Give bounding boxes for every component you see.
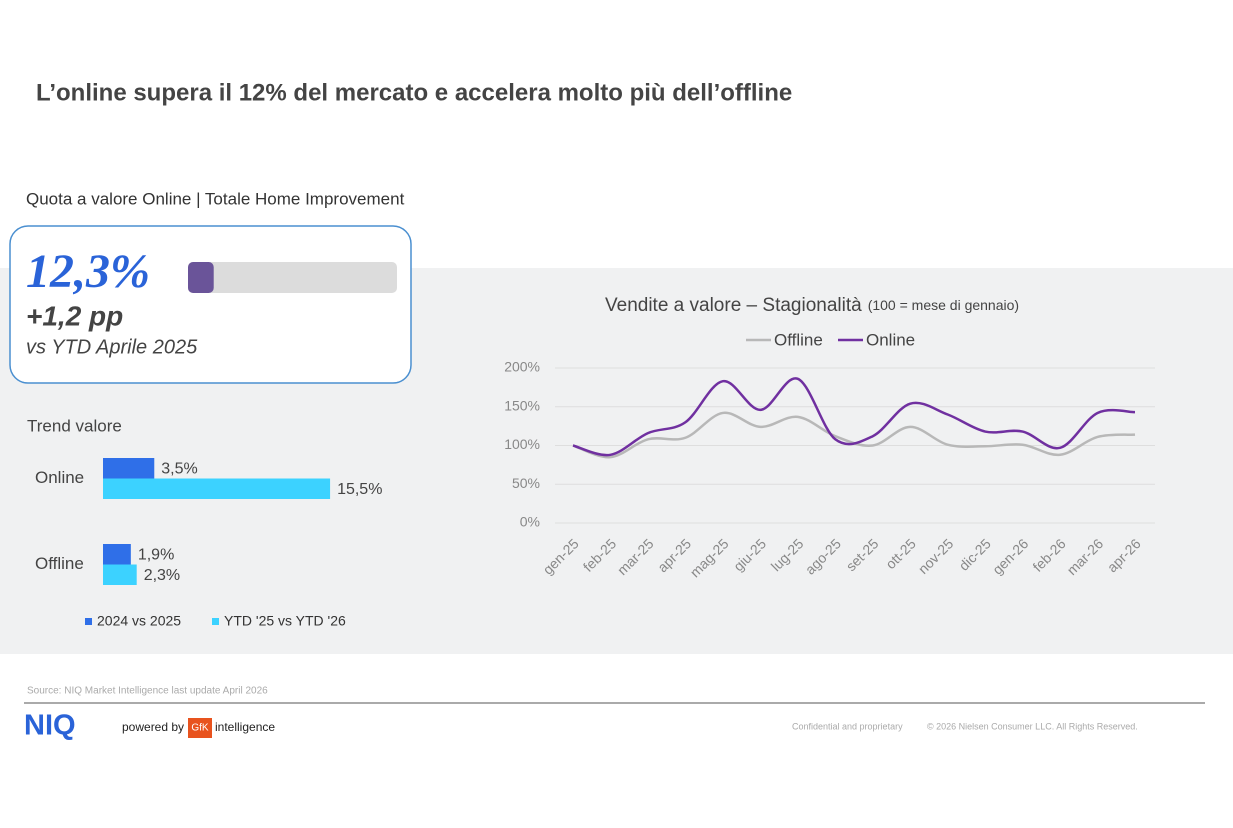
bar bbox=[103, 478, 331, 499]
legend-label: YTD '25 vs YTD '26 bbox=[224, 613, 346, 629]
confidential: Confidential and proprietary bbox=[792, 721, 903, 731]
copyright: © 2026 Nielsen Consumer LLC. All Rights … bbox=[927, 721, 1138, 731]
title-main: Vendite a valore – Stagionalità bbox=[605, 295, 862, 316]
category-label: Online bbox=[35, 468, 84, 487]
y-tick-label: 150% bbox=[504, 397, 540, 413]
y-tick-label: 50% bbox=[512, 475, 540, 491]
bar bbox=[103, 458, 155, 479]
kpi-bar-track bbox=[188, 262, 397, 293]
powered-by: powered by bbox=[122, 720, 184, 734]
source: Source: NIQ Market Intelligence last upd… bbox=[27, 686, 268, 697]
bar bbox=[103, 544, 131, 565]
gfk-logo: GfK bbox=[191, 723, 209, 734]
intelligence: intelligence bbox=[215, 720, 275, 734]
category-label: Offline bbox=[35, 554, 84, 573]
value-label: 15,5% bbox=[337, 481, 382, 498]
kpi-bar-fill bbox=[188, 262, 214, 293]
kpi-change: +1,2 pp bbox=[26, 300, 123, 331]
y-tick-label: 200% bbox=[504, 359, 540, 375]
kpi-value: 12,3% bbox=[26, 245, 150, 298]
legend-swatch bbox=[212, 618, 219, 625]
niq-logo: NIQ bbox=[24, 710, 76, 742]
kpi-comparison: vs YTD Aprile 2025 bbox=[26, 336, 198, 358]
value-label: 1,9% bbox=[138, 546, 174, 563]
legend-label: Offline bbox=[774, 330, 823, 349]
bar-chart-title: Trend valore bbox=[27, 416, 122, 435]
section-subtitle: Quota a valore Online | Totale Home Impr… bbox=[26, 189, 405, 208]
legend-swatch bbox=[85, 618, 92, 625]
y-tick-label: 100% bbox=[504, 436, 540, 452]
series-line bbox=[572, 377, 1136, 457]
title-note: (100 = mese di gennaio) bbox=[868, 297, 1019, 313]
value-label: 3,5% bbox=[161, 460, 197, 477]
legend-label: Online bbox=[866, 330, 915, 349]
legend-label: 2024 vs 2025 bbox=[97, 613, 181, 629]
gfk-badge bbox=[188, 718, 212, 738]
value-label: 2,3% bbox=[144, 567, 180, 584]
slide-title: L’online supera il 12% del mercato e acc… bbox=[36, 79, 792, 106]
bar bbox=[103, 564, 137, 585]
line-chart-title: Vendite a valore – Stagionalità (100 = me… bbox=[605, 295, 1019, 316]
y-tick-label: 0% bbox=[520, 514, 540, 530]
